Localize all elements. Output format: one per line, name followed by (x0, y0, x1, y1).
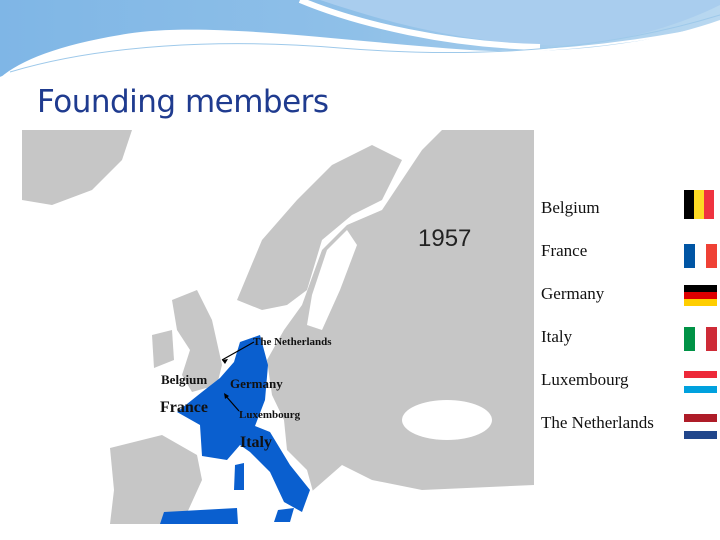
luxembourg-arrow (224, 394, 240, 412)
luxembourg-flag-icon (684, 371, 717, 393)
founding-member-countries (160, 335, 310, 524)
map-year: 1957 (418, 225, 471, 252)
header-wave-decoration (0, 0, 720, 79)
member-france: France (541, 241, 588, 260)
member-belgium: Belgium (541, 198, 600, 217)
france-flag-icon (684, 244, 717, 268)
germany-flag-icon (684, 285, 717, 306)
label-germany: Germany (230, 376, 283, 391)
netherlands-flag-icon (684, 414, 717, 439)
member-germany: Germany (541, 284, 605, 303)
label-luxembourg: Luxembourg (239, 409, 301, 421)
label-france: France (160, 399, 208, 416)
member-netherlands: The Netherlands (541, 413, 654, 432)
label-netherlands: The Netherlands (253, 336, 332, 348)
belgium-flag-icon (684, 190, 714, 219)
label-belgium: Belgium (161, 372, 207, 387)
netherlands-arrow (221, 341, 255, 361)
member-italy: Italy (541, 327, 573, 346)
europe-map-1957: 1957 The Netherlands Belgium Germany Fra… (22, 130, 534, 524)
slide-title: Founding members (37, 84, 329, 120)
member-luxembourg: Luxembourg (541, 370, 629, 389)
italy-flag-icon (684, 327, 717, 351)
label-italy: Italy (240, 434, 272, 451)
